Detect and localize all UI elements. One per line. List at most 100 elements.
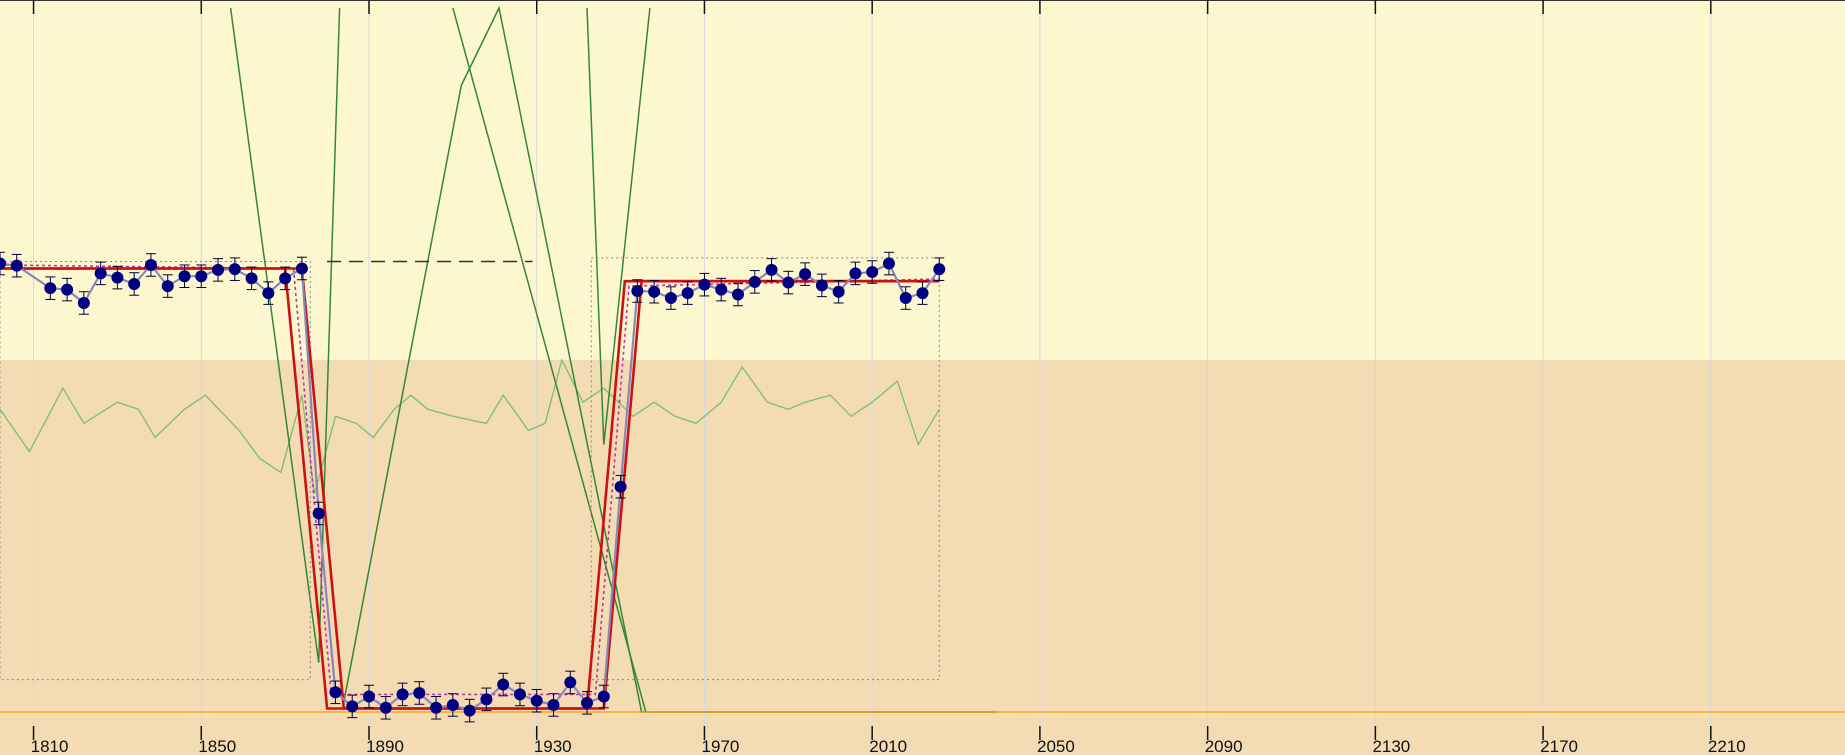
data-point [363, 690, 375, 703]
observed-point-40 [681, 281, 694, 305]
data-point [681, 287, 694, 300]
observed-point-51 [866, 260, 879, 284]
observed-point-34 [581, 691, 594, 715]
data-point [195, 270, 208, 283]
data-point [44, 282, 57, 295]
data-point [631, 285, 644, 298]
x-tick-label-2210: 2210 [1708, 737, 1746, 755]
data-point [933, 263, 946, 276]
observed-point-12 [212, 258, 225, 282]
data-point [866, 266, 879, 278]
observed-point-38 [648, 279, 661, 304]
data-point [161, 280, 174, 293]
data-point [530, 694, 543, 707]
observed-point-47 [799, 262, 812, 286]
light-green-series [0, 358, 940, 494]
observed-point-37 [631, 279, 644, 303]
data-point [916, 287, 929, 300]
observed-point-49 [832, 279, 845, 304]
observed-point-52 [882, 251, 895, 276]
observed-point-19 [329, 680, 342, 705]
observed-point-13 [228, 257, 241, 281]
data-point [329, 686, 342, 699]
green-curve-0 [229, 7, 341, 663]
observed-point-31 [530, 688, 543, 713]
data-point [396, 688, 409, 701]
data-point [279, 272, 292, 285]
observed-point-25 [430, 696, 443, 720]
observed-point-14 [245, 266, 258, 291]
data-point [547, 698, 560, 711]
x-tick-label-1930: 1930 [534, 737, 572, 755]
data-point [782, 276, 795, 289]
data-point [61, 283, 74, 296]
observed-point-28 [480, 687, 493, 712]
grid-lines [33, 0, 1712, 755]
data-point [245, 272, 258, 285]
observed-point-24 [413, 681, 426, 705]
data-point [10, 259, 23, 272]
observed-point-50 [849, 261, 862, 286]
observed-point-23 [396, 682, 409, 707]
observed-point-6 [111, 265, 124, 290]
observed-point-21 [363, 684, 375, 709]
observed-point-1 [10, 253, 23, 278]
observed-point-2 [44, 276, 57, 300]
data-point [111, 271, 124, 284]
observed-point-10 [178, 264, 191, 288]
observed-point-39 [664, 286, 677, 310]
observed-point-15 [262, 281, 275, 305]
data-point [765, 263, 778, 276]
data-point [581, 696, 594, 709]
data-point [497, 678, 510, 691]
x-tick-label-2130: 2130 [1372, 737, 1410, 755]
observed-point-26 [446, 693, 459, 717]
data-point [698, 278, 711, 291]
observed-point-16 [279, 266, 292, 291]
observed-point-3 [61, 277, 74, 302]
observed-series [0, 251, 946, 723]
data-point [430, 701, 443, 714]
observed-point-18 [312, 501, 325, 526]
green-curve-3 [586, 7, 651, 445]
x-tick-label-1970: 1970 [702, 737, 740, 755]
data-point [648, 285, 661, 298]
observed-point-29 [497, 672, 510, 697]
x-tick-label-2050: 2050 [1037, 737, 1075, 755]
observed-point-4 [77, 291, 90, 315]
data-point [228, 263, 241, 276]
data-point [882, 257, 895, 270]
data-point [413, 686, 426, 699]
observed-point-43 [732, 282, 744, 307]
observed-point-11 [195, 264, 208, 288]
observed-point-44 [748, 270, 761, 294]
x-tick-label-1890: 1890 [366, 737, 404, 755]
observed-point-27 [463, 698, 476, 723]
observed-point-53 [899, 286, 912, 310]
data-point [346, 700, 359, 713]
data-point [597, 690, 610, 703]
model-fit-dotted [0, 264, 940, 696]
data-point [379, 701, 392, 714]
data-point [94, 267, 107, 280]
data-point [446, 698, 459, 711]
data-point [77, 296, 90, 309]
data-point [295, 262, 308, 275]
observed-point-54 [916, 281, 929, 305]
observed-point-32 [547, 693, 560, 717]
x-tick-label-2170: 2170 [1540, 737, 1578, 755]
observed-point-46 [782, 270, 795, 295]
observed-point-9 [161, 274, 174, 298]
band-1 [0, 360, 1845, 755]
data-point [715, 283, 728, 296]
data-point [564, 676, 577, 689]
light-green-line [0, 358, 940, 494]
observed-point-0 [0, 251, 6, 276]
data-point [262, 287, 275, 300]
x-tick-label-2090: 2090 [1205, 737, 1243, 755]
observed-point-22 [379, 696, 392, 720]
data-point [899, 292, 912, 305]
